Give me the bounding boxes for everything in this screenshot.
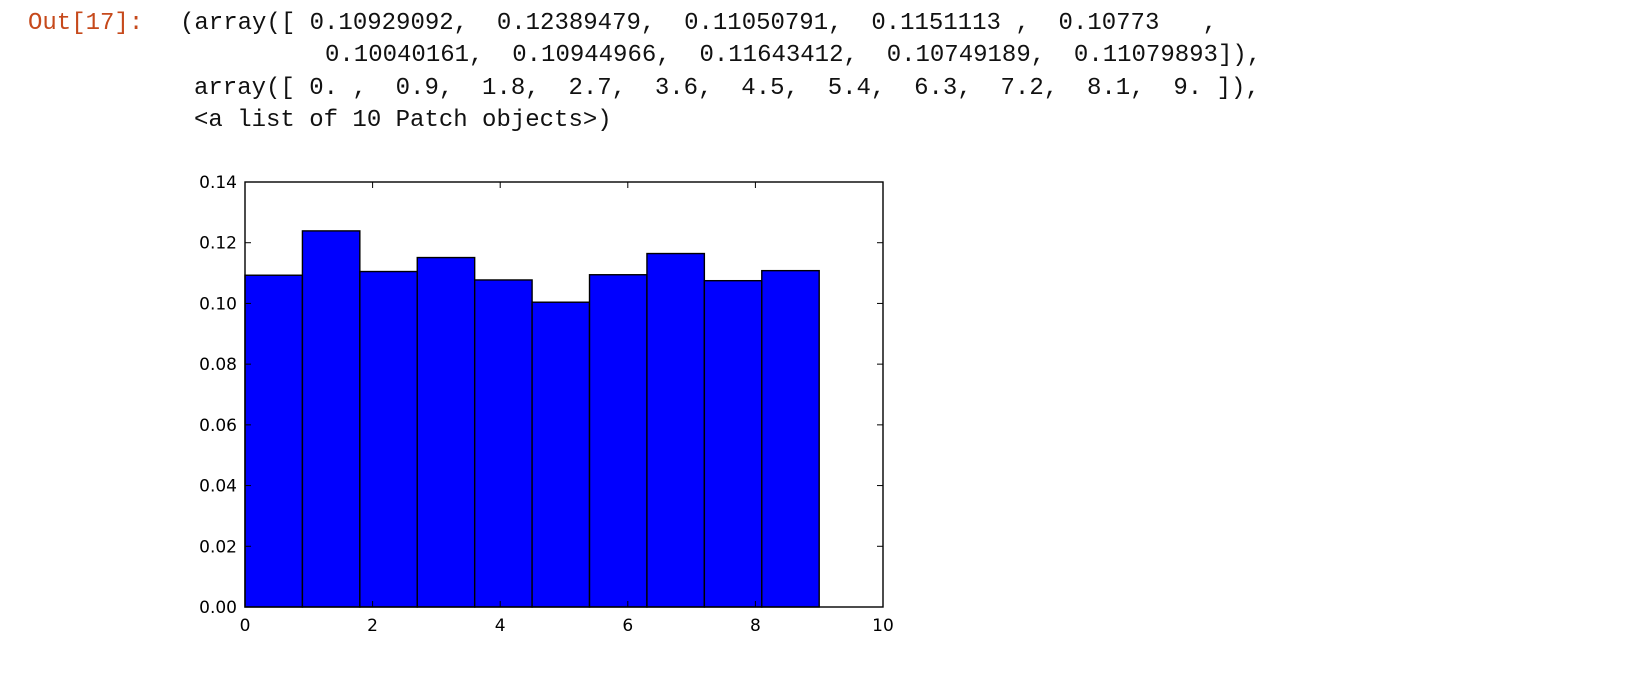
y-tick-label: 0.06 — [199, 416, 237, 436]
y-tick-label: 0.14 — [199, 173, 237, 193]
histogram-bar — [416, 256, 476, 608]
x-tick-label: 6 — [622, 616, 633, 636]
y-tick-label: 0.04 — [199, 477, 237, 497]
y-tick-label: 0.02 — [199, 537, 237, 557]
y-tick-label: 0.12 — [199, 234, 237, 254]
output-line-1: (array([ 0.10929092, 0.12389479, 0.11050… — [180, 10, 1217, 37]
plot-frame — [244, 181, 884, 608]
x-tick-label: 2 — [367, 616, 378, 636]
x-tick-label: 10 — [872, 616, 894, 636]
histogram-bar — [761, 269, 820, 608]
histogram-bar — [531, 301, 591, 608]
output-line-3: array([ 0. , 0.9, 1.8, 2.7, 3.6, 4.5, 5.… — [194, 75, 1260, 102]
histogram-bar — [646, 252, 706, 608]
output-line-4: <a list of 10 Patch objects>) — [194, 107, 612, 134]
histogram-bar — [301, 230, 361, 608]
histogram-bar — [244, 274, 304, 608]
histogram-bar — [473, 279, 533, 608]
histogram-bar — [359, 270, 418, 608]
x-tick-label: 0 — [240, 616, 251, 636]
histogram-bar — [588, 274, 648, 608]
x-tick-label: 8 — [750, 616, 761, 636]
output-line-2: 0.10040161, 0.10944966, 0.11643412, 0.10… — [325, 42, 1262, 69]
histogram-chart: 0 2 4 6 8 10 0.00 0.02 0.04 0.06 0.08 0.10 0.12 0.14 — [199, 173, 894, 636]
histogram-bar — [703, 279, 763, 608]
y-tick-label: 0.00 — [199, 598, 237, 618]
y-tick-label: 0.10 — [199, 294, 237, 314]
output-prompt: Out[17]: — [28, 10, 144, 37]
y-tick-label: 0.08 — [199, 355, 237, 375]
x-tick-label: 4 — [495, 616, 506, 636]
